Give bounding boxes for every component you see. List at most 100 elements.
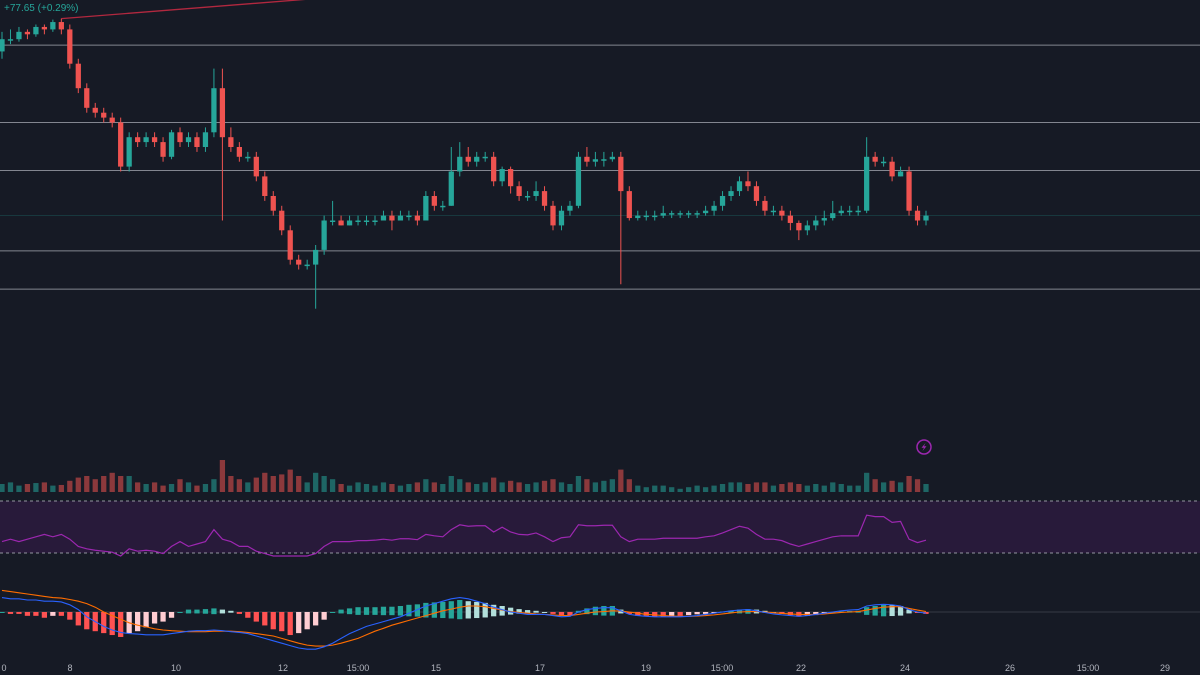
candle-body <box>414 215 421 221</box>
volume-bar-19 <box>160 485 166 492</box>
volume-bar-105 <box>889 480 895 492</box>
volume-bar-42 <box>355 482 361 492</box>
volume-bar-20 <box>168 484 175 492</box>
volume-bar-10 <box>84 476 90 492</box>
candle-body <box>338 220 344 226</box>
alert-bolt <box>921 443 927 451</box>
alert-layer[interactable] <box>916 439 932 455</box>
candle-body <box>753 186 760 201</box>
candle-body <box>736 181 743 192</box>
candle-body <box>7 39 14 41</box>
x-tick-label: 26 <box>1005 663 1015 673</box>
candle-body <box>363 220 370 222</box>
candle-body <box>287 230 293 260</box>
candle-78 <box>660 205 666 219</box>
candle-8 <box>67 24 73 69</box>
x-tick-label: 12 <box>278 663 288 673</box>
candle-body <box>151 137 158 143</box>
volume-bar-22 <box>185 482 192 492</box>
candle-19 <box>160 137 166 162</box>
volume-bar-75 <box>635 485 641 492</box>
candle-body <box>185 137 192 143</box>
candle-17 <box>143 132 149 147</box>
volume-bar-95 <box>804 485 810 492</box>
volume-bar-0 <box>0 484 5 492</box>
candle-body <box>652 215 658 218</box>
candle-76 <box>643 210 649 221</box>
macd-hist-bar-26 <box>219 609 226 614</box>
macd-hist-bar-20 <box>168 612 175 618</box>
candle-body <box>575 156 582 206</box>
candle-body <box>33 26 39 35</box>
candle-36 <box>304 259 310 270</box>
x-tick-label: 10 <box>171 663 181 673</box>
volume-bar-61 <box>516 482 522 492</box>
candle-body <box>406 215 412 218</box>
candle-26 <box>219 68 226 221</box>
macd-hist-bar-27 <box>228 610 234 613</box>
candle-body <box>448 171 454 206</box>
candle-43 <box>363 215 370 226</box>
candle-body <box>872 156 878 162</box>
volume-bar-92 <box>779 484 785 492</box>
candle-68 <box>575 151 582 209</box>
volume-bar-5 <box>41 482 48 492</box>
candle-body <box>41 26 48 30</box>
volume-bar-86 <box>728 482 734 492</box>
volume-bar-104 <box>880 482 887 492</box>
candle-body <box>440 205 446 208</box>
macd-hist-bar-31 <box>262 612 268 626</box>
candle-body <box>813 220 819 226</box>
candle-body <box>677 213 683 215</box>
candle-body <box>584 156 590 162</box>
volume-bar-35 <box>296 476 302 492</box>
candle-29 <box>245 151 251 162</box>
volume-bar-68 <box>575 476 582 492</box>
volume-bar-45 <box>380 482 387 492</box>
macd-hist-bar-55 <box>465 601 471 619</box>
volume-bar-12 <box>101 476 107 492</box>
candle-40 <box>338 215 344 226</box>
volume-bar-15 <box>126 476 132 492</box>
macd-hist-bar-78 <box>660 612 666 617</box>
macd-pane <box>0 589 1200 650</box>
candle-body <box>253 156 259 177</box>
candle-33 <box>279 205 285 236</box>
macd-hist-bar-17 <box>143 612 149 628</box>
lightning-icon[interactable] <box>916 439 932 455</box>
macd-hist-bar-40 <box>338 609 344 614</box>
volume-bar-18 <box>151 482 158 492</box>
candle-body <box>321 220 327 250</box>
candle-body <box>431 196 437 206</box>
x-tick-label: 24 <box>900 663 910 673</box>
candle-12 <box>101 107 107 123</box>
volume-bar-56 <box>474 484 480 492</box>
price-change-legend: +77.65 (+0.29%) <box>4 3 79 14</box>
macd-hist-bar-96 <box>813 612 819 616</box>
macd-hist-bar-63 <box>533 610 539 613</box>
candle-body <box>821 218 827 221</box>
candle-body <box>499 169 505 182</box>
macd-hist-bar-53 <box>448 601 454 619</box>
macd-hist-bar-32 <box>270 612 276 630</box>
candle-body <box>643 215 649 218</box>
volume-bar-77 <box>652 485 658 492</box>
candle-61 <box>516 181 522 201</box>
candle-35 <box>296 254 302 270</box>
volume-bar-31 <box>262 472 268 492</box>
rsi-pane <box>0 500 1200 557</box>
candle-body <box>838 210 844 214</box>
candle-body <box>24 31 31 35</box>
candle-79 <box>669 210 675 219</box>
candle-81 <box>686 210 692 219</box>
macd-hist-bar-10 <box>84 612 90 630</box>
trendline <box>61 0 306 20</box>
candle-52 <box>440 200 446 211</box>
macd-hist-bar-42 <box>355 607 361 615</box>
volume-bar-85 <box>719 484 726 492</box>
macd-hist-bar-2 <box>16 612 22 614</box>
candle-90 <box>762 196 768 216</box>
volume-bar-100 <box>847 485 853 492</box>
macd-hist-bar-84 <box>711 612 717 613</box>
